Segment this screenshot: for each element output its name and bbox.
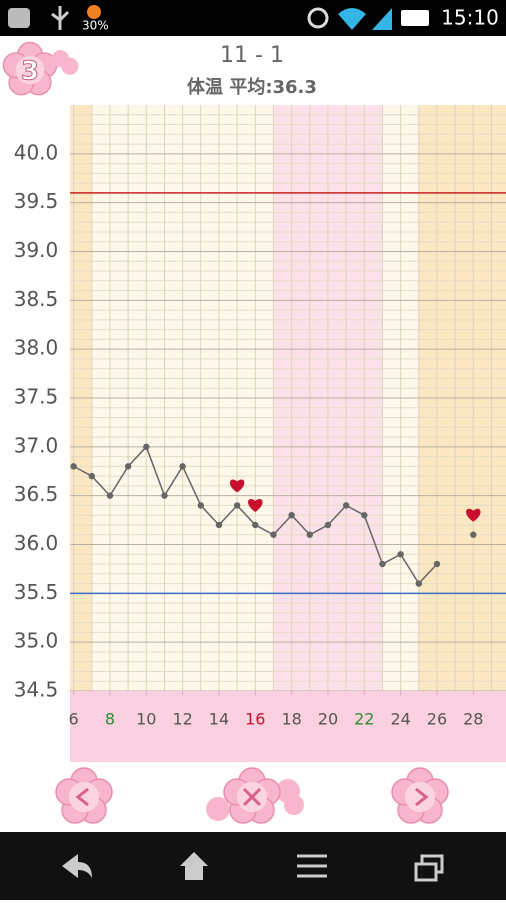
data-point	[415, 580, 422, 587]
weather-icon	[87, 5, 101, 19]
heart-marker	[229, 479, 245, 493]
data-point	[161, 492, 168, 499]
recents-button[interactable]	[414, 854, 444, 882]
status-bar	[0, 0, 506, 36]
x-tick-label: 6	[69, 710, 79, 729]
x-tick-label: 10	[136, 710, 156, 729]
heart-marker	[466, 508, 481, 522]
y-tick-label: 37.0	[14, 433, 59, 457]
battery-text: 30%	[82, 19, 109, 33]
menu-button[interactable]	[297, 854, 327, 878]
usb-icon	[51, 6, 70, 30]
alarm-icon	[307, 7, 329, 29]
data-point	[288, 512, 295, 519]
axes: 34.5 35.0 35.5 36.0 36.5 37.0 37.5 38.0 38.5 39.0…	[14, 140, 484, 728]
next-button[interactable]	[391, 767, 449, 824]
prev-button[interactable]	[55, 767, 113, 824]
x-tick-label: 8	[105, 710, 115, 729]
badge-text: 3	[21, 57, 39, 87]
signal-icon	[372, 8, 392, 30]
heart-marker	[248, 499, 263, 512]
zoom-button[interactable]	[206, 767, 304, 824]
data-point	[124, 463, 132, 470]
x-tick-label: 22	[354, 710, 374, 729]
data-point	[233, 502, 241, 509]
y-tick-label: 39.0	[14, 238, 59, 262]
data-point	[270, 531, 277, 538]
home-button[interactable]	[180, 852, 208, 880]
data-point	[433, 560, 441, 568]
y-tick-label: 35.0	[14, 629, 59, 653]
clock: 15:10	[441, 6, 499, 30]
chart-subtitle: 体温 平均:36.3	[187, 76, 317, 98]
y-tick-label: 38.0	[14, 336, 59, 360]
y-tick-label: 40.0	[14, 140, 59, 164]
x-tick-label: 12	[172, 710, 192, 729]
x-tick-label: 18	[281, 710, 301, 729]
plot	[70, 105, 506, 692]
battery-icon	[401, 10, 429, 26]
y-tick-label: 35.5	[14, 580, 59, 604]
android-icon	[8, 8, 30, 28]
data-point	[470, 531, 477, 538]
x-tick-label: 14	[209, 710, 229, 729]
back-button[interactable]	[62, 854, 92, 878]
data-point	[252, 521, 259, 529]
wifi-icon	[338, 8, 366, 30]
data-point	[179, 463, 186, 470]
x-tick-label: 20	[318, 710, 338, 729]
data-point	[324, 521, 332, 529]
y-tick-label: 39.5	[14, 189, 59, 213]
badge	[2, 41, 79, 96]
y-tick-label: 36.0	[14, 531, 59, 555]
data-point	[306, 531, 313, 538]
data-point	[379, 560, 386, 568]
data-point	[106, 492, 114, 499]
chart-title: 11 - 1	[220, 43, 284, 68]
data-point	[143, 443, 150, 451]
data-point	[215, 521, 223, 529]
data-point	[70, 463, 77, 470]
x-axis-strip	[70, 691, 506, 762]
data-point	[397, 551, 404, 558]
x-tick-label: 28	[463, 710, 483, 729]
data-point	[342, 502, 350, 509]
y-tick-label: 37.5	[14, 385, 59, 409]
data-point	[361, 512, 368, 519]
y-tick-label: 34.5	[14, 678, 59, 702]
data-point	[88, 472, 96, 480]
x-tick-label: 24	[390, 710, 410, 729]
x-tick-label: 16	[245, 710, 265, 729]
x-tick-label: 26	[427, 710, 447, 729]
y-tick-label: 38.5	[14, 287, 59, 311]
y-tick-label: 36.5	[14, 482, 59, 506]
data-point	[197, 502, 204, 509]
